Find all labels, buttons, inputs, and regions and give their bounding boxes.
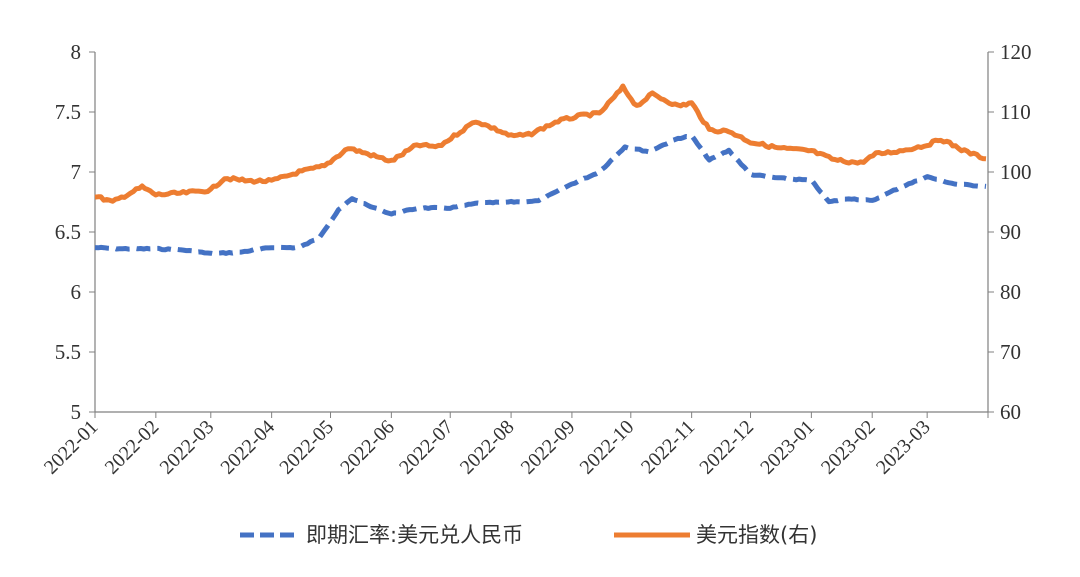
x-tick-label: 2023-02 xyxy=(817,416,880,479)
x-tick-label: 2022-05 xyxy=(275,416,338,479)
x-tick-label: 2022-12 xyxy=(695,416,758,479)
right-tick-label: 90 xyxy=(1000,220,1021,244)
x-tick-label: 2022-02 xyxy=(101,416,164,479)
series-line-dollar-index xyxy=(94,83,987,204)
x-tick-label: 2022-01 xyxy=(40,416,103,479)
legend-label-dollar-index: 美元指数(右) xyxy=(696,523,817,547)
x-tick-label: 2022-06 xyxy=(336,416,399,479)
left-tick-label: 5 xyxy=(71,400,82,424)
right-tick-label: 120 xyxy=(1000,40,1032,64)
x-tick-label: 2023-01 xyxy=(756,416,819,479)
x-tick-label: 2022-03 xyxy=(156,416,219,479)
left-tick-label: 8 xyxy=(71,40,82,64)
x-tick-label: 2022-07 xyxy=(395,416,458,479)
right-tick-label: 80 xyxy=(1000,280,1021,304)
left-tick-label: 6.5 xyxy=(55,220,81,244)
left-tick-label: 7.5 xyxy=(55,100,81,124)
x-tick-label: 2022-10 xyxy=(576,416,639,479)
x-tick-label: 2022-04 xyxy=(216,416,279,479)
x-tick-label: 2022-11 xyxy=(637,416,699,478)
chart-axes: 87.576.565.55120110100908070602022-01202… xyxy=(40,40,1032,479)
legend: 即期汇率:美元兑人民币 美元指数(右) xyxy=(240,523,817,547)
series-line-fx-rate xyxy=(94,133,987,257)
right-tick-label: 70 xyxy=(1000,340,1021,364)
right-tick-label: 110 xyxy=(1000,100,1031,124)
x-tick-label: 2022-08 xyxy=(456,416,519,479)
left-tick-label: 5.5 xyxy=(55,340,81,364)
legend-label-fx-rate: 即期汇率:美元兑人民币 xyxy=(306,523,523,547)
series-layer xyxy=(94,83,987,257)
right-tick-label: 100 xyxy=(1000,160,1032,184)
right-tick-label: 60 xyxy=(1000,400,1021,424)
left-tick-label: 6 xyxy=(71,280,82,304)
left-tick-label: 7 xyxy=(71,160,82,184)
x-tick-label: 2023-03 xyxy=(872,416,935,479)
x-tick-label: 2022-09 xyxy=(517,416,580,479)
